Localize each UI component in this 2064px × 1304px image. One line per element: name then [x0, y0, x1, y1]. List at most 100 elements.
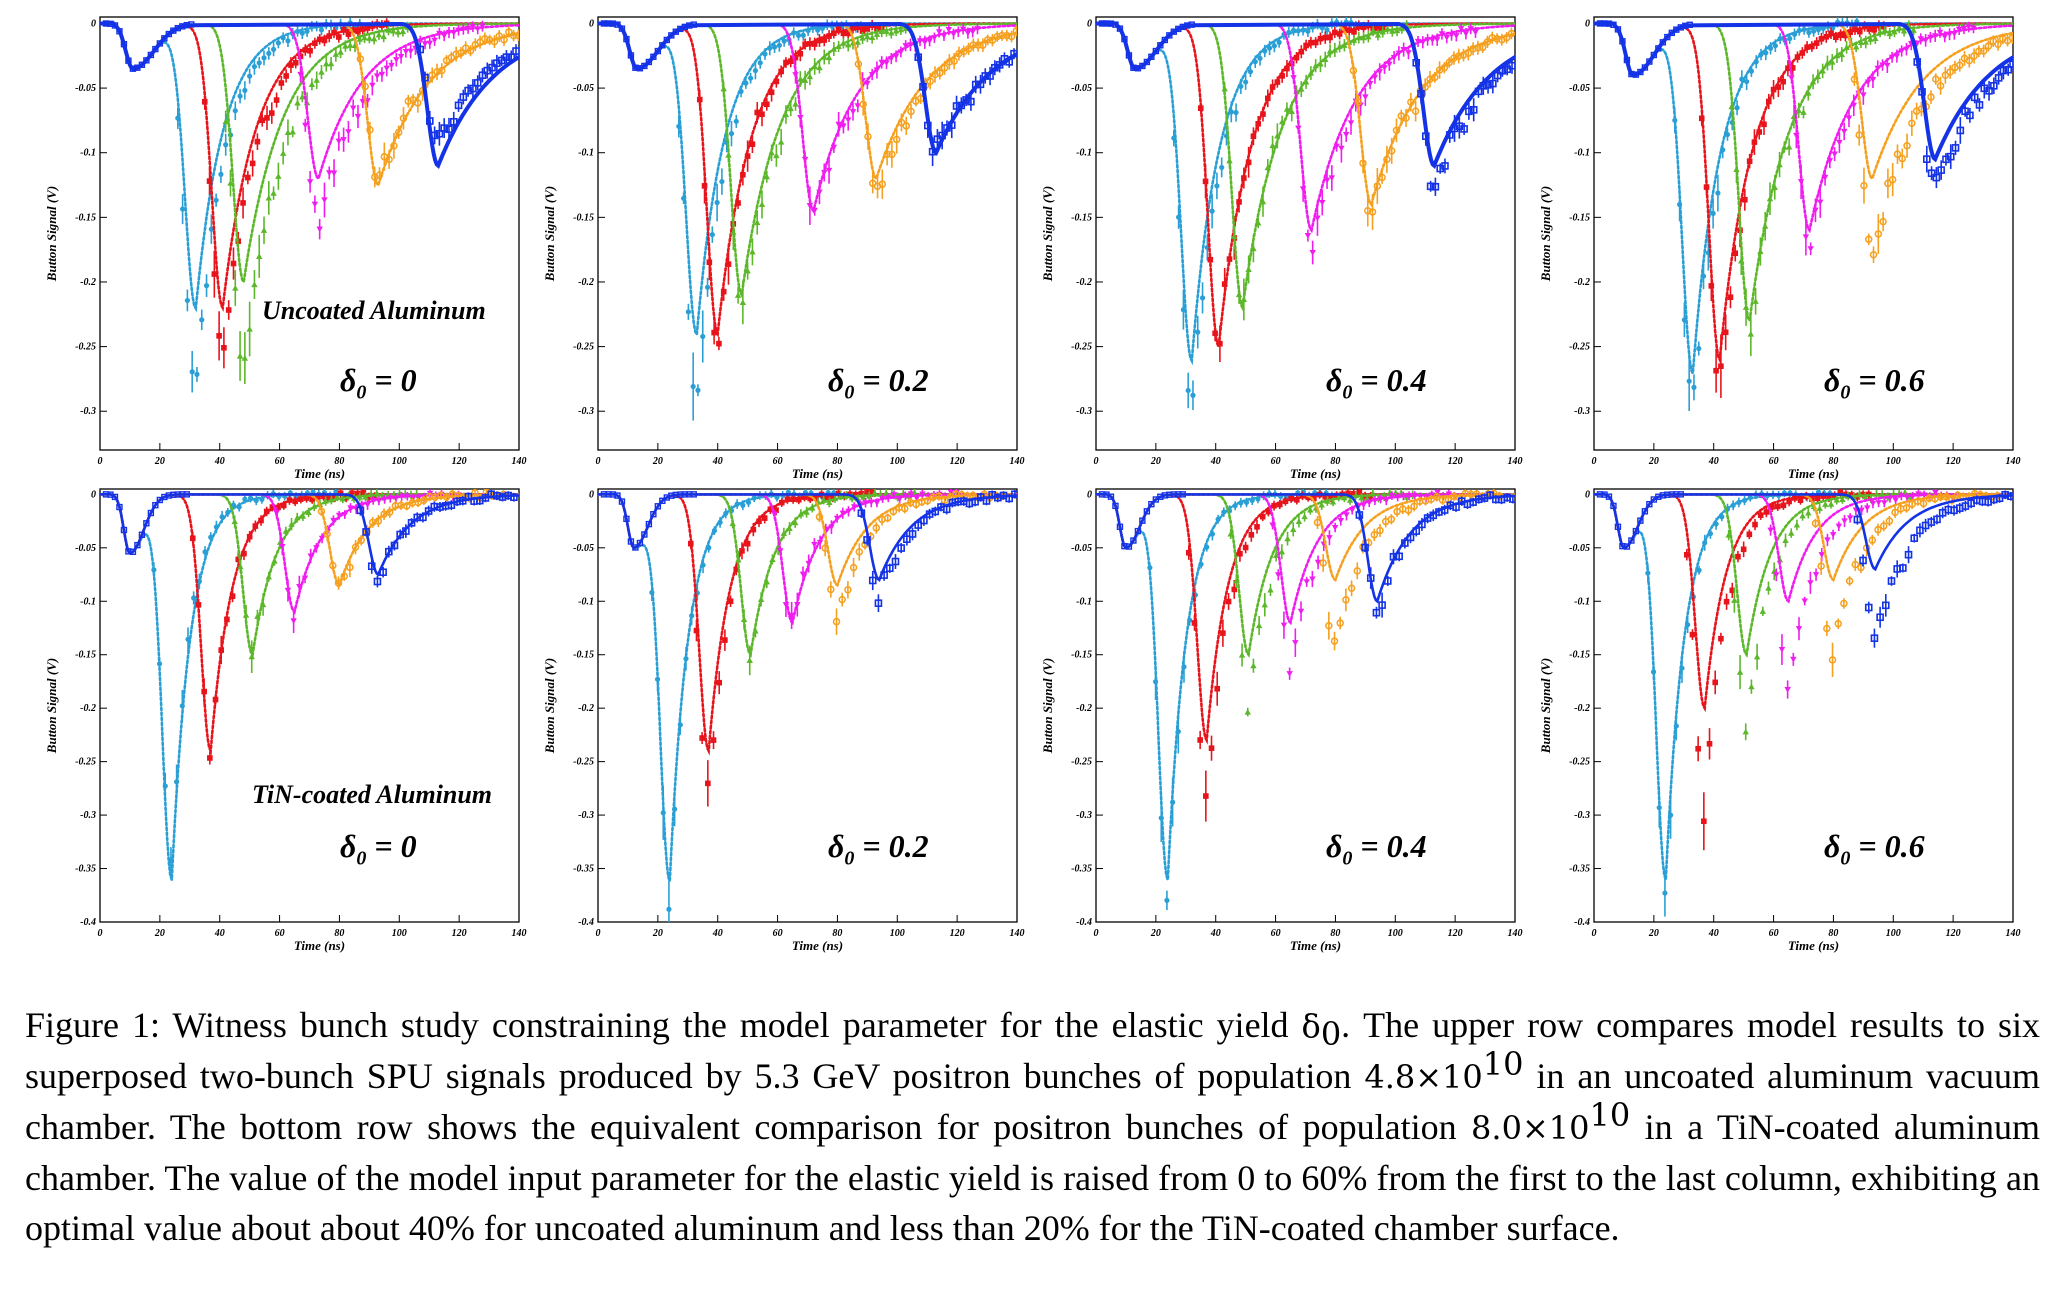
data-point — [1286, 29, 1292, 36]
data-point — [1198, 561, 1204, 567]
data-point — [321, 197, 328, 204]
caption-prefix: Figure 1: Witness bunch study constraini… — [25, 1005, 1302, 1045]
data-point — [1387, 147, 1396, 155]
x-tick-label: 40 — [712, 928, 723, 939]
y-tick-label: -0.25 — [1071, 342, 1092, 353]
data-point — [1733, 166, 1740, 173]
data-point — [366, 494, 372, 500]
data-point — [1164, 897, 1170, 903]
data-point — [878, 28, 885, 35]
data-point — [1453, 33, 1460, 39]
data-point — [1834, 619, 1842, 628]
data-point — [374, 517, 383, 525]
data-point — [1197, 737, 1203, 743]
delta-label: δ0 = 0.6 — [1824, 828, 1925, 870]
data-point — [1212, 330, 1218, 337]
data-point — [924, 121, 932, 130]
data-point — [1664, 33, 1671, 41]
data-point — [786, 525, 793, 532]
data-point — [373, 577, 382, 586]
data-point — [1713, 521, 1719, 527]
data-point — [1833, 496, 1840, 503]
data-point — [1861, 493, 1869, 500]
data-point — [792, 72, 799, 78]
data-point — [1419, 39, 1427, 46]
delta-value: = 0.6 — [1850, 362, 1925, 398]
data-point — [1961, 107, 1969, 116]
data-point — [1746, 531, 1753, 538]
data-point — [1900, 27, 1908, 34]
data-point — [950, 57, 958, 65]
data-point — [201, 99, 208, 105]
data-point — [509, 32, 518, 40]
data-point — [1299, 186, 1307, 193]
x-tick-label: 20 — [154, 456, 165, 467]
data-point — [816, 37, 823, 44]
data-point — [734, 501, 740, 507]
data-point — [1414, 38, 1422, 45]
data-point — [1242, 544, 1249, 551]
data-point — [1951, 31, 1958, 38]
data-point — [1275, 572, 1282, 579]
data-point — [207, 755, 213, 761]
x-tick-label: 20 — [1150, 456, 1161, 467]
data-point — [342, 42, 349, 49]
data-point — [1864, 79, 1872, 86]
chart-svg: 0 20 40 60 80 100 120 1400-0.05-0.1-0.15-0.2-0.… — [542, 488, 1025, 953]
data-point — [1404, 506, 1413, 515]
x-tick-label: 100 — [1388, 456, 1403, 467]
data-point — [825, 54, 833, 61]
data-point — [892, 135, 901, 144]
data-point — [1843, 44, 1850, 50]
data-point — [1852, 26, 1858, 33]
data-point — [416, 45, 425, 54]
chart-panel: 0 20 40 60 80 100 120 140 0 -0.05 -0.1 -0.15 -0.2 -0.… — [1018, 10, 1523, 481]
data-point — [1424, 37, 1431, 43]
data-point — [366, 34, 373, 41]
data-point — [719, 178, 725, 185]
data-point — [332, 51, 340, 57]
model-curve — [1096, 493, 1515, 881]
data-point — [1294, 497, 1300, 503]
data-point — [455, 27, 462, 34]
data-point — [1322, 34, 1329, 41]
data-point — [1329, 498, 1337, 505]
data-point — [811, 63, 818, 70]
data-point — [407, 48, 414, 55]
data-point — [816, 189, 823, 196]
data-point — [349, 490, 355, 496]
data-point — [645, 58, 653, 66]
data-point — [871, 489, 879, 496]
data-point — [1728, 103, 1735, 110]
data-point — [649, 589, 655, 596]
data-point — [510, 493, 518, 502]
data-point — [481, 35, 489, 43]
data-point — [848, 494, 856, 501]
data-point — [356, 55, 365, 63]
data-point — [803, 508, 810, 515]
data-point — [1324, 497, 1331, 504]
data-point — [294, 514, 301, 521]
data-point — [318, 535, 326, 542]
data-point — [1112, 502, 1119, 510]
y-tick-label: -0.1 — [1076, 148, 1092, 159]
data-point — [821, 37, 828, 43]
model-curve — [100, 493, 519, 658]
data-point — [361, 34, 368, 41]
y-tick-label: -0.15 — [573, 650, 594, 661]
data-point — [212, 696, 219, 703]
data-point — [1143, 508, 1151, 515]
y-axis-label: Button Signal (V) — [44, 186, 59, 282]
x-tick-label: 0 — [1094, 456, 1099, 467]
x-tick-label: 100 — [392, 928, 407, 939]
data-point — [179, 703, 185, 709]
data-point — [700, 562, 706, 568]
data-point — [450, 30, 457, 37]
y-tick-label: -0.15 — [1569, 212, 1590, 223]
x-tick-label: 40 — [1210, 456, 1221, 467]
data-point — [1824, 537, 1831, 544]
data-point — [1469, 106, 1478, 114]
data-point — [1841, 128, 1848, 135]
data-point — [1946, 31, 1953, 38]
data-point — [791, 30, 797, 36]
